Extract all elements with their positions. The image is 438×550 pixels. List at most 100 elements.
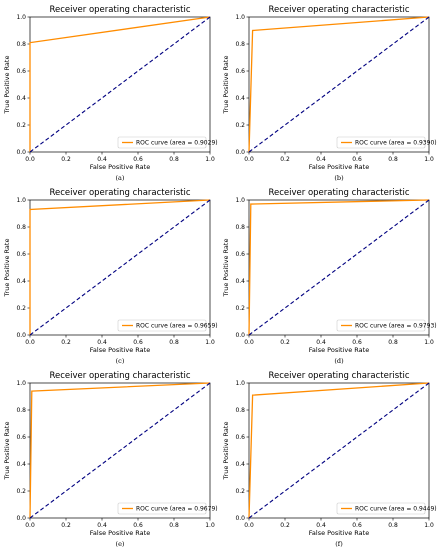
- y-axis-label: True Positive Rate: [3, 56, 11, 115]
- x-tick-label: 0.6: [133, 339, 143, 346]
- roc-curve-line: [29, 382, 211, 519]
- chance-diagonal-line: [29, 382, 211, 519]
- legend-box: [117, 319, 207, 332]
- x-tick-label: 0.6: [133, 522, 143, 529]
- x-tick-label: 0.4: [316, 156, 326, 163]
- x-tick-label: 0.2: [280, 339, 290, 346]
- legend-box: [117, 502, 207, 515]
- y-tick-label: 0.0: [235, 515, 245, 522]
- panel-caption: (f): [335, 540, 343, 548]
- x-tick-label: 0.4: [316, 522, 326, 529]
- y-axis-label: True Positive Rate: [222, 56, 230, 115]
- x-tick-label: 1.0: [424, 339, 434, 346]
- panel-caption: (e): [116, 540, 125, 548]
- legend-box: [336, 502, 426, 515]
- x-axis-label: False Positive Rate: [90, 529, 150, 537]
- x-tick-label: 0.4: [316, 339, 326, 346]
- panel-caption: (b): [334, 174, 344, 182]
- roc-chart-svg: Receiver operating characteristic 0.0 0.2 0…: [222, 5, 437, 182]
- y-tick-label: 1.0: [16, 14, 26, 21]
- plot-frame: [248, 382, 430, 519]
- chance-diagonal-line: [248, 16, 430, 153]
- chart-title: Receiver operating characteristic: [49, 188, 190, 198]
- chart-title: Receiver operating characteristic: [49, 5, 190, 15]
- legend-box: [117, 136, 207, 149]
- legend-label: ROC curve (area = 0.9659): [136, 323, 218, 330]
- roc-chart-svg: Receiver operating characteristic 0.0 0.2 0…: [222, 371, 437, 548]
- y-tick-label: 0.8: [235, 224, 245, 231]
- x-tick-label: 0.2: [280, 156, 290, 163]
- chart-title: Receiver operating characteristic: [268, 188, 409, 198]
- roc-chart-svg: Receiver operating characteristic 0.0 0.2 0…: [3, 5, 218, 182]
- y-tick-label: 0.2: [16, 122, 26, 129]
- y-tick-label: 0.2: [16, 305, 26, 312]
- y-tick-label: 0.0: [16, 515, 26, 522]
- x-tick-label: 0.4: [97, 522, 107, 529]
- x-tick-label: 0.8: [169, 156, 179, 163]
- y-tick-label: 0.2: [235, 122, 245, 129]
- chance-diagonal-line: [29, 16, 211, 153]
- x-tick-label: 0.2: [61, 339, 71, 346]
- legend-box: [336, 136, 426, 149]
- y-tick-label: 0.6: [16, 434, 26, 441]
- y-tick-label: 1.0: [16, 380, 26, 387]
- x-tick-label: 0.6: [352, 522, 362, 529]
- plot-frame: [248, 16, 430, 153]
- chart-title: Receiver operating characteristic: [49, 371, 190, 381]
- y-tick-label: 0.6: [16, 68, 26, 75]
- chance-diagonal-line: [29, 199, 211, 336]
- chance-diagonal-line: [248, 382, 430, 519]
- x-tick-label: 0.8: [388, 339, 398, 346]
- chance-diagonal-line: [248, 199, 430, 336]
- y-tick-label: 0.8: [235, 407, 245, 414]
- y-tick-label: 0.4: [235, 461, 245, 468]
- y-axis-label: True Positive Rate: [222, 239, 230, 298]
- y-tick-label: 0.2: [235, 305, 245, 312]
- x-tick-label: 0.8: [169, 339, 179, 346]
- y-tick-label: 0.8: [16, 224, 26, 231]
- roc-panel-a: Receiver operating characteristic 0.0 0.2 0…: [0, 0, 219, 183]
- y-tick-label: 0.4: [235, 95, 245, 102]
- y-tick-label: 0.6: [235, 68, 245, 75]
- legend-label: ROC curve (area = 0.9679): [136, 506, 218, 513]
- y-tick-label: 0.8: [16, 41, 26, 48]
- y-tick-label: 0.4: [16, 95, 26, 102]
- panel-caption: (d): [334, 357, 344, 365]
- roc-panel-b: Receiver operating characteristic 0.0 0.2 0…: [219, 0, 438, 183]
- roc-chart-svg: Receiver operating characteristic 0.0 0.2 0…: [3, 371, 218, 548]
- roc-chart-svg: Receiver operating characteristic 0.0 0.2 0…: [3, 188, 218, 365]
- roc-curve-line: [248, 199, 430, 336]
- roc-chart-svg: Receiver operating characteristic 0.0 0.2 0…: [222, 188, 437, 365]
- y-tick-label: 0.4: [235, 278, 245, 285]
- y-tick-label: 0.8: [235, 41, 245, 48]
- roc-curve-line: [29, 199, 211, 335]
- y-tick-label: 0.4: [16, 461, 26, 468]
- y-tick-label: 1.0: [235, 197, 245, 204]
- y-axis-label: True Positive Rate: [3, 422, 11, 481]
- x-tick-label: 1.0: [205, 339, 215, 346]
- roc-panel-e: Receiver operating characteristic 0.0 0.2 0…: [0, 366, 219, 549]
- y-tick-label: 0.0: [16, 332, 26, 339]
- y-tick-label: 0.6: [16, 251, 26, 258]
- y-tick-label: 0.2: [235, 488, 245, 495]
- x-axis-label: False Positive Rate: [309, 163, 369, 171]
- y-tick-label: 0.6: [235, 434, 245, 441]
- x-tick-label: 0.2: [280, 522, 290, 529]
- x-tick-label: 0.4: [97, 156, 107, 163]
- x-tick-label: 0.2: [61, 522, 71, 529]
- x-tick-label: 0.6: [352, 339, 362, 346]
- y-tick-label: 0.0: [235, 149, 245, 156]
- y-axis-label: True Positive Rate: [222, 422, 230, 481]
- x-tick-label: 1.0: [424, 156, 434, 163]
- legend-label: ROC curve (area = 0.9793): [355, 323, 437, 330]
- x-tick-label: 0.0: [25, 522, 35, 529]
- x-axis-label: False Positive Rate: [309, 346, 369, 354]
- x-axis-label: False Positive Rate: [309, 529, 369, 537]
- x-tick-label: 0.6: [133, 156, 143, 163]
- plot-frame: [29, 382, 211, 519]
- x-tick-label: 1.0: [205, 156, 215, 163]
- roc-panel-c: Receiver operating characteristic 0.0 0.2 0…: [0, 183, 219, 366]
- y-tick-label: 0.0: [235, 332, 245, 339]
- roc-panel-d: Receiver operating characteristic 0.0 0.2 0…: [219, 183, 438, 366]
